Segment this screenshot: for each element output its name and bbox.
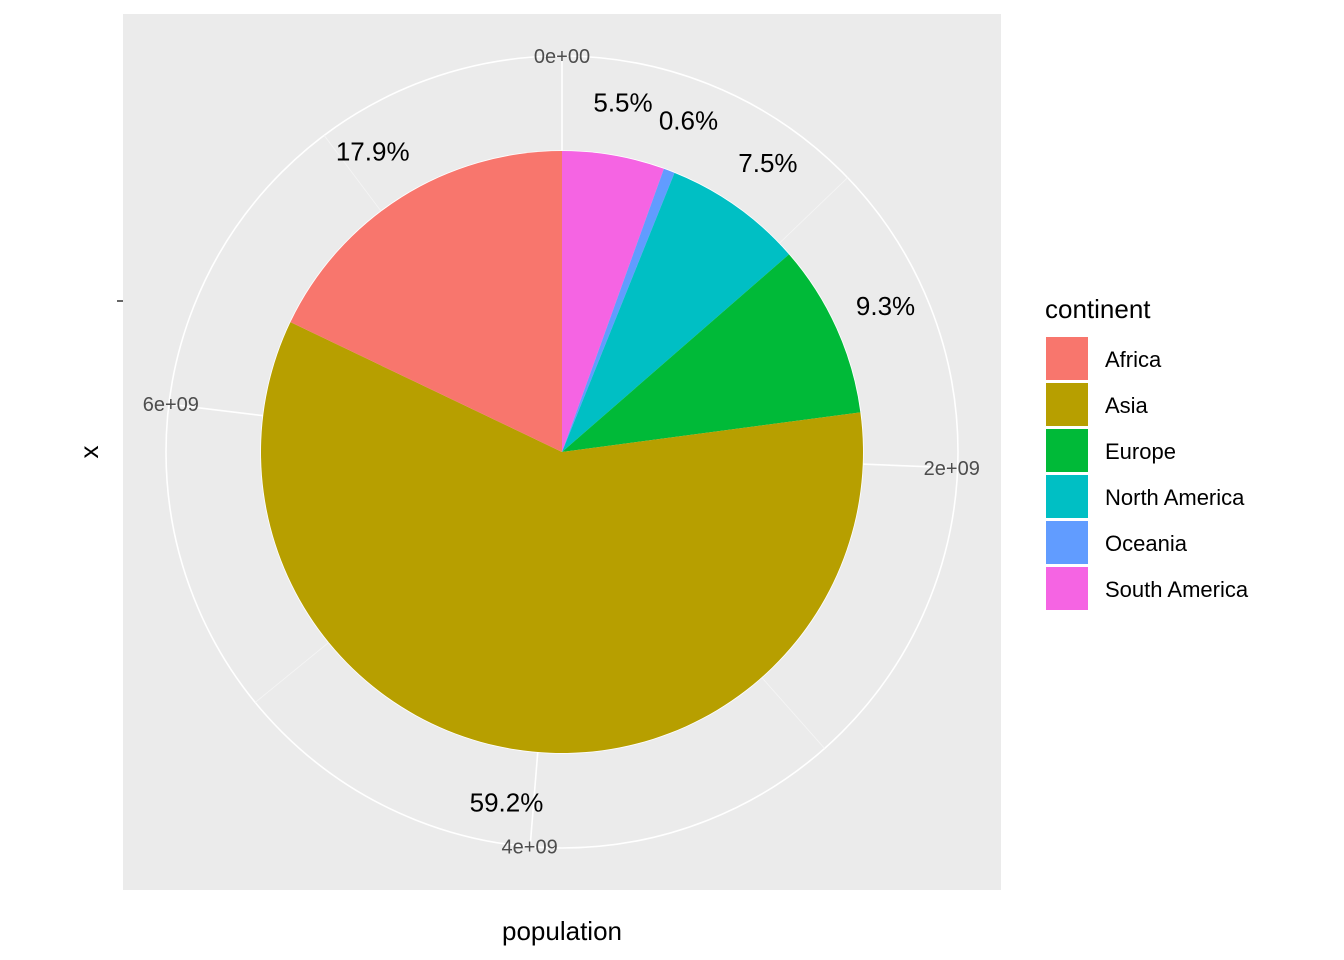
legend-label-asia: Asia — [1105, 393, 1149, 418]
theta-tick-labels: 0e+00 2e+09 4e+09 6e+09 — [143, 46, 980, 859]
slice-oceania — [562, 168, 675, 453]
legend-label-north-america: North America — [1105, 485, 1245, 510]
legend-key-europe — [1046, 429, 1088, 472]
percent-label-oceania: 0.6% — [659, 105, 718, 135]
legend-key-oceania — [1046, 521, 1088, 564]
percent-label-africa: 17.9% — [336, 137, 410, 167]
legend-key-south-america — [1046, 567, 1088, 610]
theta-tick-label-3: 6e+09 — [143, 394, 199, 416]
slice-north-america — [562, 172, 790, 453]
legend-label-oceania: Oceania — [1105, 531, 1188, 556]
legend-label-europe: Europe — [1105, 439, 1176, 464]
legend-key-north-america — [1046, 475, 1088, 518]
legend-key-asia — [1046, 383, 1088, 426]
legend-title: continent — [1045, 294, 1151, 324]
percent-label-north-america: 7.5% — [738, 148, 797, 178]
theta-tick-label-2: 4e+09 — [502, 837, 558, 859]
theta-tick-label-0: 0e+00 — [534, 46, 590, 68]
percent-label-europe: 9.3% — [856, 291, 915, 321]
percent-label-asia: 59.2% — [470, 788, 544, 818]
slice-asia — [260, 322, 864, 753]
theta-tick-label-1: 2e+09 — [924, 458, 980, 480]
percent-labels: 5.5%0.6% 7.5% 9.3% 59.2% 17.9% — [336, 87, 915, 817]
slice-europe — [562, 254, 861, 452]
legend: Africa Asia Europe North America Oceania Sout… — [1046, 337, 1249, 610]
slice-south-america — [562, 151, 664, 452]
x-axis-title: population — [502, 916, 622, 946]
slice-layer — [260, 151, 864, 753]
percent-label-south-america: 5.5% — [593, 87, 652, 117]
legend-label-africa: Africa — [1105, 347, 1162, 372]
legend-key-africa — [1046, 337, 1088, 380]
slice-africa — [290, 151, 562, 452]
legend-label-south-america: South America — [1105, 577, 1249, 602]
y-axis-title: x — [74, 446, 104, 459]
